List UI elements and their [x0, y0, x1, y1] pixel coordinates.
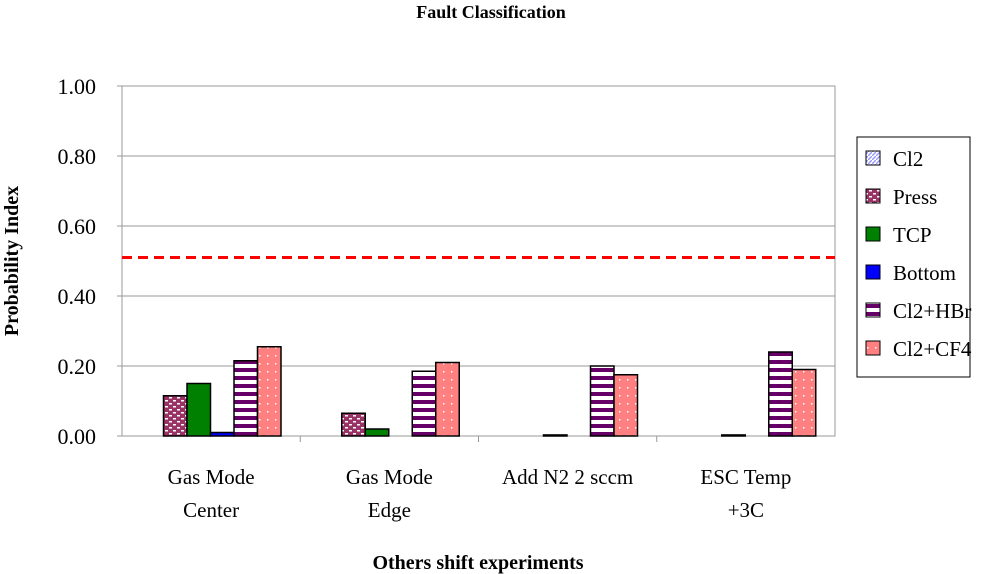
legend-label: Bottom	[893, 261, 956, 285]
legend-label: Cl2+CF4	[893, 337, 972, 361]
legend-label: TCP	[893, 223, 932, 247]
bar-cl2-hbr	[233, 360, 259, 437]
bar-press	[341, 412, 366, 437]
bar-tcp	[364, 428, 390, 437]
y-tick-label: 0.60	[58, 214, 97, 239]
legend-swatch	[865, 340, 881, 356]
x-tick-label: Center	[183, 498, 239, 522]
chart-title: Fault Classification	[416, 2, 566, 22]
bar-tcp	[542, 434, 568, 437]
legend-swatch	[865, 150, 881, 166]
bar-cl2-hbr	[589, 365, 615, 437]
bar-cl2-cf4	[613, 374, 639, 437]
legend-label: Cl2	[893, 147, 923, 171]
plot-area	[121, 85, 836, 437]
bar-cl2-hbr	[768, 351, 793, 437]
bar-cl2-cf4	[791, 368, 817, 437]
legend-swatch	[865, 302, 881, 318]
y-axis-label: Probability Index	[1, 186, 23, 336]
y-tick-label: 0.40	[58, 284, 97, 309]
y-tick-label: 1.00	[58, 74, 97, 99]
legend	[856, 136, 971, 378]
legend-swatch	[865, 226, 881, 242]
x-tick-label: Edge	[368, 498, 411, 522]
legend-swatch	[865, 264, 881, 280]
bar-tcp	[721, 434, 746, 437]
bar-cl2-cf4	[256, 346, 282, 437]
y-tick-label: 0.80	[58, 144, 97, 169]
x-axis-label: Others shift experiments	[372, 552, 583, 574]
y-tick-label: 0.20	[58, 354, 97, 379]
x-tick-label: +3C	[728, 498, 764, 522]
x-tick-label: Add N2 2 sccm	[502, 465, 633, 489]
y-tick-label: 0.00	[58, 424, 97, 449]
bar-tcp	[186, 382, 212, 437]
x-tick-label: Gas Mode	[168, 465, 255, 489]
x-tick-label: ESC Temp	[700, 465, 791, 489]
legend-swatch	[865, 188, 881, 204]
bar-cl2-cf4	[435, 361, 460, 437]
bar-cl2-hbr	[411, 370, 437, 437]
legend-label: Cl2+HBr	[893, 299, 971, 323]
legend-label: Press	[893, 185, 937, 209]
bar-press	[162, 395, 188, 437]
bar-bottom	[209, 431, 235, 437]
x-tick-label: Gas Mode	[346, 465, 433, 489]
